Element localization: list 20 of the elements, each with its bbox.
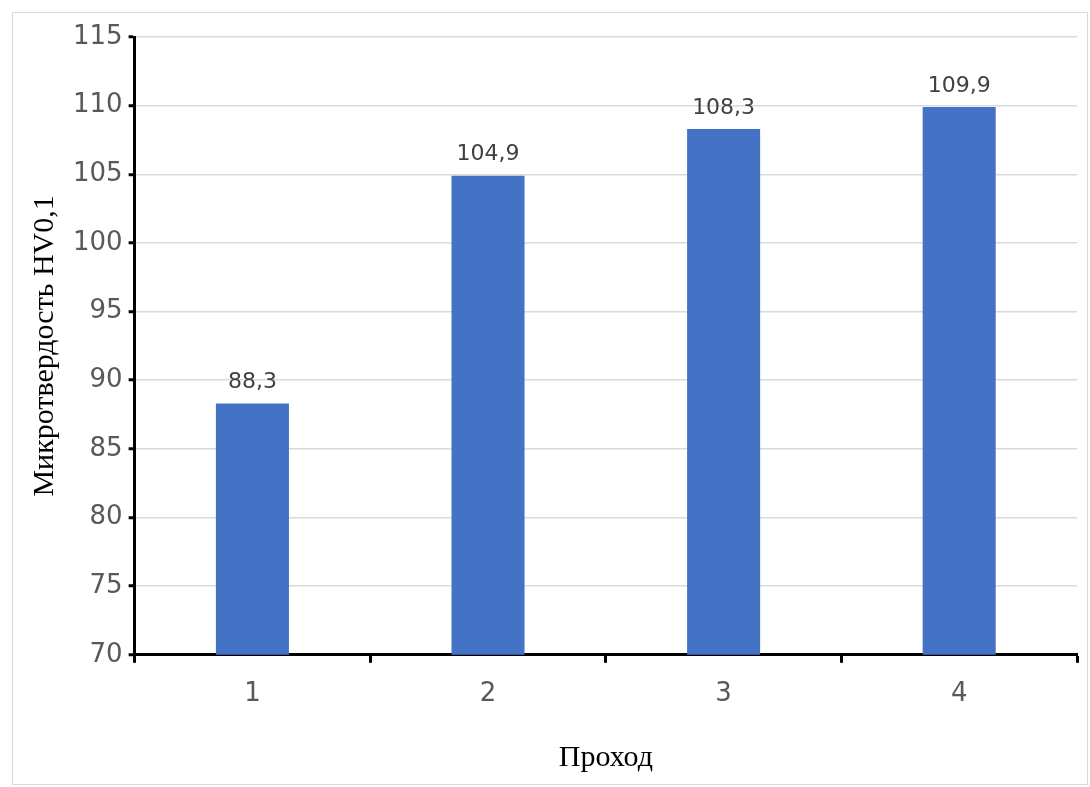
x-axis-title: Проход [558, 738, 653, 772]
x-tick-label: 2 [479, 677, 497, 708]
y-tick-label: 80 [89, 500, 123, 531]
x-tick-label: 1 [244, 677, 261, 708]
x-tick-label: 3 [715, 677, 732, 708]
y-axis-title: Микротвердость HV0,1 [25, 195, 59, 497]
y-tick-label: 110 [72, 88, 123, 119]
x-tick-label: 4 [950, 677, 968, 708]
data-label: 104,9 [456, 140, 520, 166]
y-tick-label: 90 [89, 362, 123, 393]
y-tick-label: 85 [89, 431, 123, 462]
y-tick-label: 115 [72, 19, 123, 50]
data-label: 109,9 [927, 71, 991, 97]
y-tick-label: 70 [89, 637, 123, 668]
data-label: 88,3 [227, 368, 277, 394]
y-tick-label: 105 [72, 157, 123, 188]
y-tick-label: 75 [89, 568, 123, 599]
y-tick-label: 95 [89, 294, 123, 325]
data-label: 108,3 [692, 93, 756, 119]
y-tick-label: 100 [72, 225, 123, 256]
